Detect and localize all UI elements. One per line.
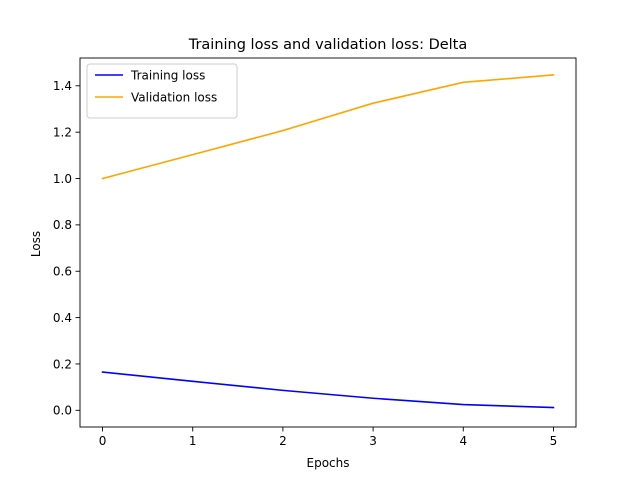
legend-box <box>86 63 238 119</box>
plot-frame <box>79 57 577 428</box>
axes-layer: 0 1 2 3 4 5 0.0 0.2 0.4 0.6 0.8 1.0 1.2 1.4 <box>53 57 577 448</box>
x-tick-label: 5 <box>550 434 558 448</box>
series-line-0 <box>101 371 555 409</box>
x-tick-label: 1 <box>189 434 197 448</box>
legend: Training loss Validation loss <box>86 63 238 119</box>
y-tick-label: 0.0 <box>53 404 72 418</box>
y-tick-label: 0.2 <box>53 357 72 371</box>
series-line-1 <box>101 74 555 180</box>
y-tick-label: 0.6 <box>53 265 72 279</box>
y-tick-label: 0.8 <box>53 218 72 232</box>
legend-label-1: Validation loss <box>131 90 217 104</box>
x-tick-label: 0 <box>99 434 107 448</box>
legend-label-0: Training loss <box>130 68 205 82</box>
x-tick-label: 2 <box>279 434 287 448</box>
y-axis-label: Loss <box>29 231 43 257</box>
y-tick-label: 1.2 <box>53 125 72 139</box>
x-tick-label: 4 <box>459 434 467 448</box>
x-tick-label: 3 <box>369 434 377 448</box>
y-tick-label: 1.4 <box>53 79 72 93</box>
y-tick-label: 1.0 <box>53 172 72 186</box>
y-tick-label: 0.4 <box>53 311 72 325</box>
chart-title: Training loss and validation loss: Delta <box>188 37 468 53</box>
x-axis-label: Epochs <box>307 456 350 470</box>
series-layer <box>101 74 555 409</box>
